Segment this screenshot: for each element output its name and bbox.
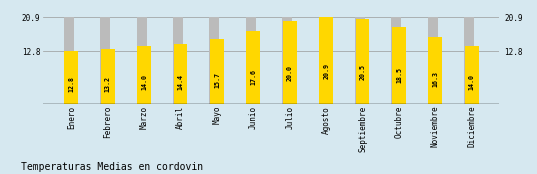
- Bar: [392, 27, 406, 104]
- Bar: [64, 51, 78, 104]
- Text: 20.5: 20.5: [360, 64, 366, 80]
- Bar: [391, 17, 402, 104]
- Bar: [355, 17, 365, 104]
- Bar: [429, 37, 442, 104]
- Bar: [173, 17, 183, 104]
- Text: 15.7: 15.7: [214, 72, 220, 88]
- Bar: [100, 17, 110, 104]
- Text: 13.2: 13.2: [105, 76, 111, 92]
- Bar: [136, 17, 147, 104]
- Text: Temperaturas Medias en cordovin: Temperaturas Medias en cordovin: [21, 162, 204, 172]
- Bar: [64, 17, 74, 104]
- Bar: [283, 21, 296, 104]
- Bar: [319, 17, 333, 104]
- Text: 14.4: 14.4: [178, 74, 184, 90]
- Text: 14.0: 14.0: [141, 74, 147, 90]
- Text: 20.0: 20.0: [287, 65, 293, 81]
- Bar: [246, 17, 256, 104]
- Bar: [465, 46, 478, 104]
- Bar: [209, 17, 220, 104]
- Text: 16.3: 16.3: [432, 71, 438, 87]
- Bar: [464, 17, 474, 104]
- Bar: [246, 31, 260, 104]
- Bar: [282, 17, 292, 104]
- Text: 18.5: 18.5: [396, 67, 402, 83]
- Text: 20.9: 20.9: [323, 63, 329, 79]
- Text: 17.6: 17.6: [250, 69, 256, 85]
- Bar: [427, 17, 438, 104]
- Bar: [318, 17, 329, 104]
- Bar: [173, 45, 187, 104]
- Bar: [355, 19, 369, 104]
- Bar: [101, 49, 115, 104]
- Bar: [137, 46, 151, 104]
- Bar: [210, 39, 224, 104]
- Text: 12.8: 12.8: [68, 76, 74, 92]
- Text: 14.0: 14.0: [469, 74, 475, 90]
